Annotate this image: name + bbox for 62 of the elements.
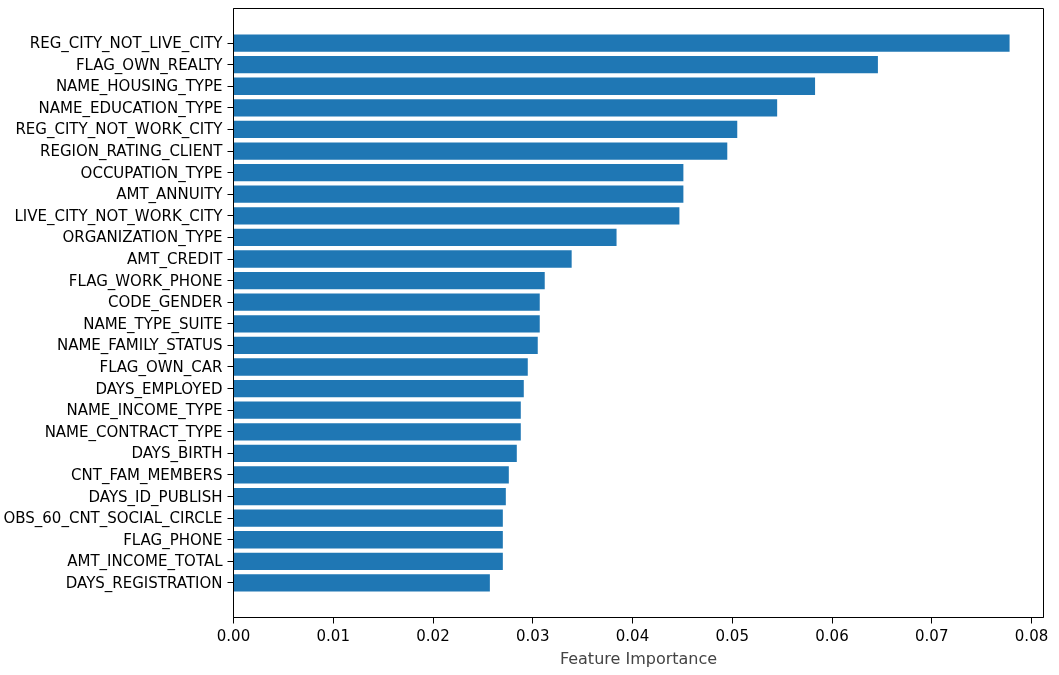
bar bbox=[233, 552, 503, 570]
x-tick-label: 0.00 bbox=[216, 626, 251, 645]
y-tick-label: NAME_TYPE_SUITE bbox=[83, 314, 223, 334]
y-tick-label: ORGANIZATION_TYPE bbox=[62, 228, 223, 248]
y-tick-label: CNT_FAM_MEMBERS bbox=[71, 465, 223, 485]
bar bbox=[233, 56, 878, 74]
x-tick-label: 0.07 bbox=[915, 626, 949, 645]
x-axis-title: Feature Importance bbox=[559, 648, 718, 668]
y-tick-label: AMT_INCOME_TOTAL bbox=[67, 552, 224, 572]
y-tick-label: NAME_FAMILY_STATUS bbox=[56, 336, 223, 356]
bar bbox=[233, 487, 506, 506]
bar bbox=[233, 315, 540, 333]
x-tick-label: 0.01 bbox=[316, 626, 350, 645]
y-tick-label: FLAG_WORK_PHONE bbox=[68, 271, 223, 291]
bar bbox=[233, 379, 524, 398]
x-tick-label: 0.06 bbox=[815, 626, 849, 645]
y-tick-label: NAME_CONTRACT_TYPE bbox=[44, 422, 223, 442]
x-tick-label: 0.03 bbox=[516, 626, 550, 645]
x-tick-label: 0.05 bbox=[715, 626, 749, 645]
y-tick-label: NAME_HOUSING_TYPE bbox=[55, 77, 223, 97]
y-tick-label: FLAG_PHONE bbox=[123, 530, 223, 550]
bar bbox=[233, 163, 684, 182]
bar bbox=[233, 207, 680, 225]
x-tick-label: 0.02 bbox=[416, 626, 450, 645]
bar bbox=[233, 401, 521, 419]
y-tick-label: AMT_CREDIT bbox=[127, 250, 224, 270]
bar bbox=[233, 271, 545, 290]
y-tick-label: FLAG_OWN_CAR bbox=[99, 357, 223, 377]
bar bbox=[233, 99, 778, 117]
bar bbox=[233, 444, 517, 463]
bar bbox=[233, 466, 509, 484]
bar bbox=[233, 336, 538, 355]
y-tick-label: CODE_GENDER bbox=[107, 293, 223, 313]
bar bbox=[233, 120, 738, 139]
bar bbox=[233, 228, 617, 247]
y-tick-label: DAYS_ID_PUBLISH bbox=[88, 487, 223, 507]
y-tick-label: DAYS_REGISTRATION bbox=[65, 573, 223, 593]
bar bbox=[233, 423, 521, 441]
y-tick-label: NAME_EDUCATION_TYPE bbox=[38, 98, 223, 118]
bar bbox=[233, 34, 1010, 52]
bar bbox=[233, 574, 490, 592]
bar bbox=[233, 293, 540, 311]
y-tick-label: LIVE_CITY_NOT_WORK_CITY bbox=[14, 206, 224, 226]
bar bbox=[233, 531, 503, 549]
x-tick-label: 0.08 bbox=[1014, 626, 1049, 645]
y-tick-label: DAYS_BIRTH bbox=[131, 444, 223, 464]
y-tick-label: FLAG_OWN_REALTY bbox=[75, 55, 224, 75]
y-tick-label: OBS_60_CNT_SOCIAL_CIRCLE bbox=[3, 509, 223, 529]
bar bbox=[233, 185, 684, 203]
y-tick-label: REGION_RATING_CLIENT bbox=[40, 142, 224, 162]
y-tick-label: REG_CITY_NOT_WORK_CITY bbox=[15, 120, 224, 140]
bar bbox=[233, 77, 816, 95]
y-tick-label: REG_CITY_NOT_LIVE_CITY bbox=[29, 34, 224, 54]
y-tick-label: OCCUPATION_TYPE bbox=[80, 163, 223, 183]
y-tick-label: DAYS_EMPLOYED bbox=[95, 379, 223, 399]
y-tick-label: NAME_INCOME_TYPE bbox=[66, 401, 223, 421]
bar bbox=[233, 358, 528, 376]
y-tick-label: AMT_ANNUITY bbox=[116, 185, 224, 205]
bar bbox=[233, 250, 572, 268]
bar bbox=[233, 509, 503, 527]
x-tick-label: 0.04 bbox=[615, 626, 650, 645]
bar bbox=[233, 142, 728, 160]
